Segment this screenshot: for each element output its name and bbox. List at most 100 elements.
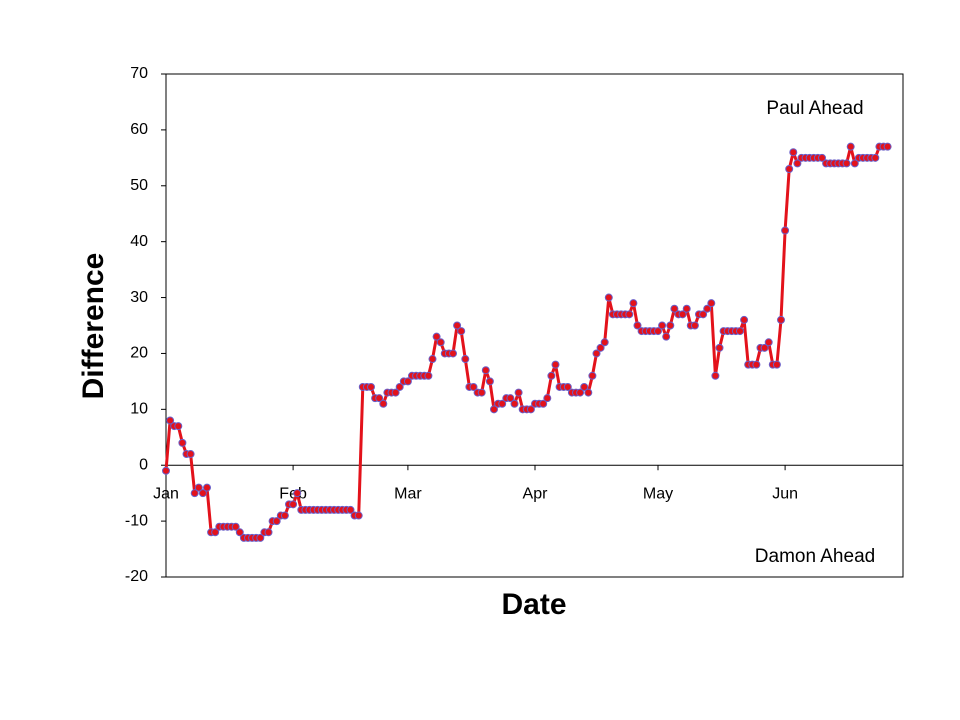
data-point: [174, 422, 183, 431]
data-point: [539, 399, 548, 408]
x-axis-title: Date: [501, 588, 566, 621]
data-point: [818, 153, 826, 162]
data-point: [485, 377, 494, 386]
data-point: [777, 315, 785, 324]
data-point: [580, 382, 589, 391]
x-tick-label: Jan: [153, 485, 179, 502]
data-point: [543, 394, 552, 403]
y-tick-label: -20: [125, 568, 148, 585]
data-point: [699, 310, 708, 319]
data-point: [793, 159, 802, 168]
data-point: [457, 327, 466, 336]
data-point: [715, 343, 724, 352]
data-point: [633, 321, 642, 330]
data-point: [711, 371, 720, 380]
data-point: [592, 349, 601, 358]
y-tick-label: 30: [130, 289, 148, 306]
data-point: [772, 360, 781, 369]
data-point: [584, 388, 593, 397]
data-point: [211, 528, 220, 537]
data-point: [432, 332, 441, 341]
data-point: [670, 304, 679, 313]
data-point: [498, 399, 507, 408]
data-point: [850, 159, 859, 168]
y-tick-label: 20: [130, 345, 148, 362]
annotation: Damon Ahead: [755, 546, 875, 567]
x-tick-label: May: [643, 485, 673, 502]
data-point: [871, 153, 880, 162]
data-point: [256, 533, 265, 542]
data-point: [682, 304, 691, 313]
data-point: [346, 505, 355, 514]
data-point: [883, 142, 892, 151]
data-point: [563, 382, 572, 391]
data-point: [203, 483, 211, 492]
annotation: Paul Ahead: [766, 98, 863, 119]
y-tick-label: 50: [130, 177, 148, 194]
data-point: [162, 466, 170, 475]
data-point: [490, 405, 498, 414]
y-tick-label: 40: [130, 233, 148, 250]
data-point: [707, 299, 716, 308]
data-point: [510, 399, 519, 408]
data-point: [625, 310, 634, 319]
data-point: [690, 321, 699, 330]
data-point: [375, 394, 384, 403]
data-point: [194, 483, 203, 492]
data-point: [506, 394, 515, 403]
y-tick-label: 70: [130, 65, 148, 82]
data-point: [190, 489, 199, 498]
data-point: [289, 500, 298, 509]
data-point: [600, 338, 609, 347]
y-tick-label: 60: [130, 121, 148, 138]
data-point: [481, 366, 490, 375]
data-point: [469, 382, 478, 391]
data-point: [596, 343, 605, 352]
data-point: [436, 338, 445, 347]
data-point: [166, 416, 175, 425]
data-point: [678, 310, 687, 319]
data-point: [666, 321, 675, 330]
data-point: [198, 489, 207, 498]
plot-frame: [165, 73, 904, 578]
data-point: [629, 299, 638, 308]
data-point: [588, 371, 597, 380]
data-point: [547, 371, 556, 380]
data-point: [576, 388, 585, 397]
data-point: [781, 226, 790, 235]
data-point: [272, 517, 281, 526]
data-point: [395, 382, 404, 391]
data-point: [662, 332, 671, 341]
data-point: [235, 528, 244, 537]
y-axis-title: Difference: [77, 253, 110, 400]
y-tick-label: -10: [125, 512, 148, 529]
data-point: [526, 405, 535, 414]
data-point: [658, 321, 667, 330]
data-point: [379, 399, 388, 408]
data-point: [178, 438, 187, 447]
y-tick-label: 10: [130, 401, 148, 418]
data-point: [461, 355, 470, 364]
x-tick-label: Apr: [523, 485, 549, 502]
x-tick-label: Jun: [772, 485, 798, 502]
data-point: [186, 450, 195, 459]
data-point: [551, 360, 560, 369]
data-point: [428, 355, 437, 364]
data-point: [842, 159, 851, 168]
data-point: [785, 165, 794, 174]
data-point: [736, 327, 744, 336]
y-tick-label: 0: [139, 456, 148, 473]
data-point: [367, 382, 375, 391]
data-line: [164, 145, 888, 540]
data-point: [231, 522, 240, 531]
data-point: [740, 315, 749, 324]
data-point: [453, 321, 462, 330]
data-point: [789, 148, 798, 157]
data-point: [424, 371, 433, 380]
data-point: [703, 304, 712, 313]
data-point: [391, 388, 400, 397]
data-point: [449, 349, 457, 358]
data-point: [846, 142, 855, 151]
